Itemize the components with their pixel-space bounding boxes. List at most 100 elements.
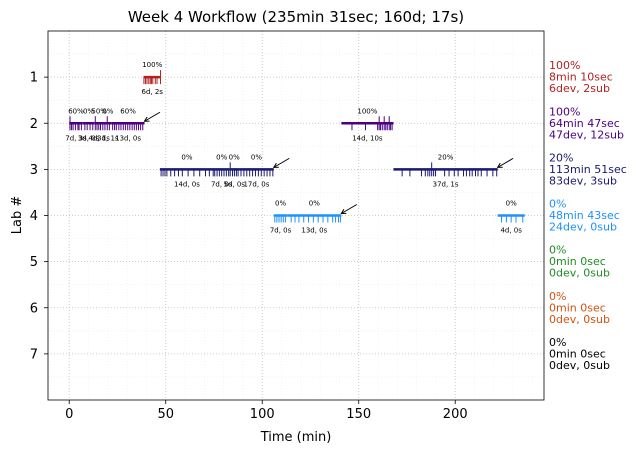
handoff-arrow-head [340,208,347,215]
y-tick-label: 7 [30,347,38,362]
segment: 0% 7d, 0s [270,200,292,235]
segment: 0% 13d, 0s [287,200,342,235]
x-tick-label: 200 [443,407,468,422]
segment-percent-label: 0% [275,200,286,208]
chart-title: Week 4 Workflow (235min 31sec; 160d; 17s… [128,8,464,26]
segment: 0% 5d, 0s [224,153,246,188]
lab-summary-line: 48min 43sec [549,209,620,222]
segment-count-label: 17d, 0s [243,180,269,188]
lab-summary-line: 0min 0sec [549,347,606,360]
lab-summary-line: 20% [549,151,573,164]
segment-percent-label: 60% [120,107,136,115]
lab-summary-line: 100% [549,105,580,118]
segment: 0% 3d, 1s [97,107,119,142]
segment: 100% 14d, 10s [341,107,394,142]
lab-summary-line: 83dev, 3sub [549,174,617,187]
handoff-arrow [273,157,290,168]
segment-count-label: 13d, 0s [301,227,327,235]
y-tick-label: 3 [30,163,38,178]
handoff-arrow-head [143,116,150,122]
lab-summary-line: 0% [549,336,566,349]
y-tick-label: 4 [30,209,38,224]
handoff-arrow-head [496,162,503,168]
x-tick-label: 50 [157,407,174,422]
lab-summary-line: 0min 0sec [549,255,606,268]
lab-summary-line: 0dev, 0sub [549,313,610,326]
segment: 0% 3d, 0s [78,107,100,142]
lab-summary-line: 6dev, 2sub [549,82,610,95]
handoff-arrow-head [272,162,279,168]
lab-summary-line: 100% [549,59,580,72]
x-tick-label: 0 [65,407,73,422]
segment: 50% 4d, 1s [88,107,110,142]
lab-summary-line: 47dev, 12sub [549,128,624,141]
segment-count-label: 7d, 0s [270,227,292,235]
segment-percent-label: 0% [506,200,517,208]
segment-percent-label: 50% [91,107,107,115]
axes-frame [47,30,545,401]
segment-count-label: 13d, 0s [115,134,141,142]
segment-percent-label: 60% [68,107,84,115]
segment-percent-label: 100% [142,61,162,69]
lab-summary-line: 0% [549,290,566,303]
segment: 100% 6d, 2s [141,61,163,96]
segment: 0% 4d, 0s [497,200,525,235]
segment-count-label: 5d, 0s [224,180,246,188]
x-axis-label: Time (min) [260,430,332,445]
segment-count-label: 14d, 10s [352,134,383,142]
lab-summary-line: 0% [549,244,566,257]
segment-count-label: 3d, 0s [78,134,100,142]
handoff-arrow [341,204,358,214]
segment-percent-label: 0% [181,153,192,161]
x-tick-label: 100 [250,407,275,422]
segment: 0% 7d, 0s [211,153,233,188]
lab-row-4: 0%7d, 0s0%13d, 0s0%4d, 0s0%48min 43sec24… [270,198,620,235]
segment: 20% 37d, 1s [393,153,498,188]
segment-percent-label: 0% [229,153,240,161]
y-tick-label: 5 [30,255,38,270]
segment-percent-label: 0% [102,107,113,115]
lab-summary-line: 0min 0sec [549,301,606,314]
segment-count-label: 14d, 0s [174,180,200,188]
y-axis-label: Lab # [10,196,25,235]
segment: 60% 13d, 0s [111,107,145,142]
segment-percent-label: 100% [357,107,377,115]
lab-summary-line: 64min 47sec [549,117,620,130]
segment: 60% 7d, 3s [65,107,87,142]
segment-count-label: 3d, 1s [97,134,119,142]
segment-count-label: 37d, 1s [433,180,459,188]
x-tick-label: 150 [346,407,371,422]
segment-count-label: 7d, 3s [65,134,87,142]
lab-summary-line: 113min 51sec [549,163,627,176]
segment-count-label: 6d, 2s [141,88,163,96]
y-tick-label: 1 [30,71,38,86]
lab-row-2: 60% 7d, 3s 0% 3d, 0s 50% 4d, 1s 0% 3d, 1s 60% 13d… [65,105,624,142]
lab-summary-line: 8min 10sec [549,71,613,84]
segment-percent-label: 0% [216,153,227,161]
lab-summary-line: 24dev, 0sub [549,221,617,234]
lab-summary-line: 0% [549,198,566,211]
segment-percent-label: 0% [83,107,94,115]
segment-count-label: 4d, 0s [500,227,522,235]
segment-percent-label: 20% [438,153,454,161]
segment: 0% 14d, 0s [159,153,214,188]
segment: 0% 17d, 0s [239,153,274,188]
segment-count-label: 4d, 1s [88,134,110,142]
segment-percent-label: 0% [309,200,320,208]
lab-row-3: 0% 14d, 0s 0% 7d, 0s 0% 5d, 0s 0% 17d, 0s 20% 37d… [159,151,627,188]
axis-ticks: 0 50 100 150 200 1 2 3 4 5 6 7 [30,71,468,422]
y-tick-label: 2 [30,117,38,132]
